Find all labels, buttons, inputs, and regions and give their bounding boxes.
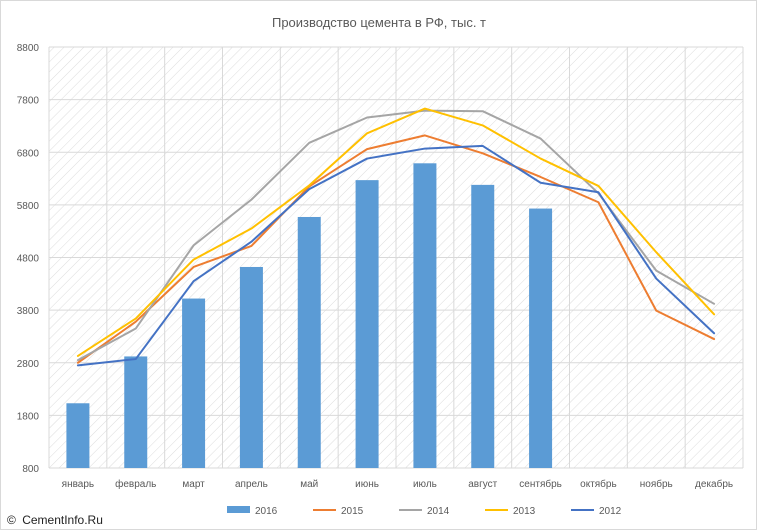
series-line-2015 bbox=[76, 134, 716, 364]
legend-label-2016: 2016 bbox=[255, 506, 278, 517]
y-tick-label: 2800 bbox=[17, 359, 40, 370]
line-series bbox=[76, 107, 716, 367]
x-tick-label: декабрь bbox=[695, 478, 733, 490]
legend-label-2015: 2015 bbox=[341, 506, 364, 517]
copyright-icon: © bbox=[7, 513, 16, 527]
bar-2016 bbox=[66, 403, 90, 468]
bar-series bbox=[66, 163, 553, 469]
svg-text:© CementInfo.Ru: © CementInfo.Ru bbox=[7, 513, 103, 527]
y-tick-label: 3800 bbox=[17, 306, 40, 317]
series-line-2012 bbox=[76, 144, 716, 367]
chart-title: Производство цемента в РФ, тыс. т bbox=[272, 15, 486, 30]
bar-2016 bbox=[182, 298, 206, 468]
bar-2016 bbox=[239, 266, 263, 468]
x-tick-label: ноябрь bbox=[640, 478, 673, 490]
x-tick-label: июль bbox=[413, 479, 437, 490]
bar-2016 bbox=[297, 216, 321, 468]
y-tick-label: 800 bbox=[22, 464, 39, 475]
gridlines bbox=[48, 46, 744, 469]
x-tick-label: октябрь bbox=[580, 478, 617, 490]
y-tick-label: 5800 bbox=[17, 201, 40, 212]
bar-2016 bbox=[471, 184, 495, 468]
y-tick-label: 8800 bbox=[17, 43, 40, 54]
legend: 2016 2015 2014 2013 2012 bbox=[227, 506, 622, 517]
x-tick-label: март bbox=[182, 479, 205, 490]
x-tick-label: сентябрь bbox=[519, 478, 562, 490]
y-tick-label: 4800 bbox=[17, 254, 40, 265]
y-tick-label: 1800 bbox=[17, 411, 40, 422]
x-tick-label: август bbox=[468, 479, 497, 490]
x-tick-label: апрель bbox=[235, 479, 268, 490]
x-tick-label: май bbox=[300, 479, 318, 490]
series-line-2013 bbox=[76, 107, 716, 357]
y-axis-ticks: 800 1800 2800 3800 4800 5800 6800 7800 8800 bbox=[17, 43, 40, 475]
bar-2016 bbox=[529, 208, 553, 468]
y-tick-label: 7800 bbox=[17, 96, 40, 107]
watermark: © CementInfo.Ru bbox=[7, 513, 103, 527]
bar-2016 bbox=[413, 163, 437, 468]
legend-label-2012: 2012 bbox=[599, 506, 622, 517]
y-tick-label: 6800 bbox=[17, 148, 40, 159]
watermark-text: CementInfo.Ru bbox=[22, 513, 103, 527]
legend-swatch-2016 bbox=[227, 506, 250, 513]
x-tick-label: февраль bbox=[115, 478, 156, 490]
bar-2016 bbox=[355, 180, 379, 469]
legend-label-2013: 2013 bbox=[513, 506, 536, 517]
x-tick-label: январь bbox=[62, 479, 94, 490]
x-tick-label: июнь bbox=[355, 479, 379, 490]
legend-label-2014: 2014 bbox=[427, 506, 450, 517]
x-axis-ticks: январь февраль март апрель май июнь июль август… bbox=[62, 478, 733, 490]
bar-2016 bbox=[124, 356, 148, 468]
